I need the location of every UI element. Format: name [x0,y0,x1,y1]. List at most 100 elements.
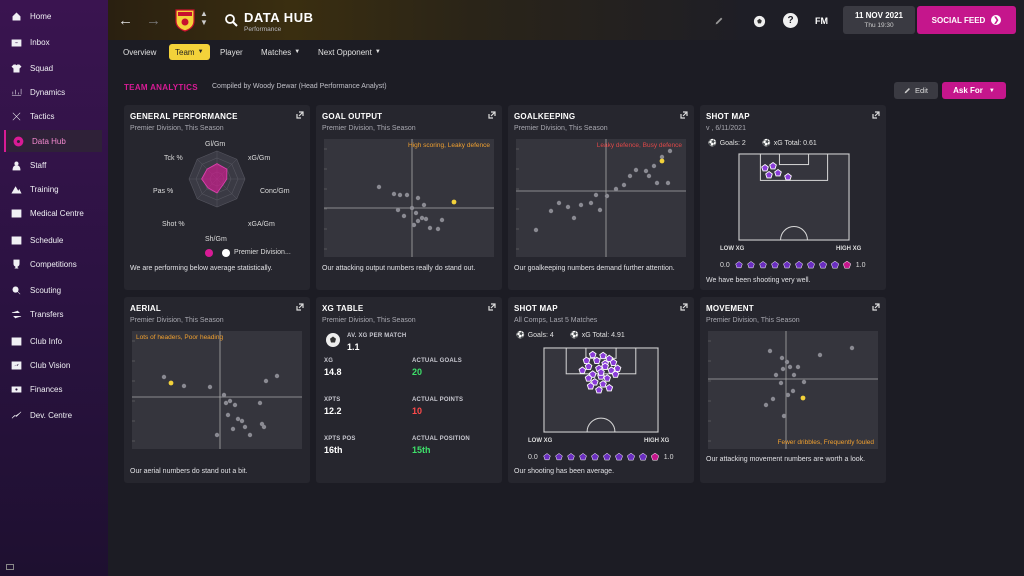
expand-icon[interactable] [872,111,880,119]
scatter-point[interactable] [391,191,397,197]
search-icon[interactable] [224,13,238,27]
social-feed-button[interactable]: SOCIAL FEED ❯ [917,6,1016,34]
scatter-point[interactable] [795,364,801,370]
scatter-point[interactable] [221,392,227,398]
sidebar-item-medical-centre[interactable]: Medical Centre [4,202,102,224]
shot-map-card-1[interactable]: SHOT MAP v , 6/11/2021 ⚽ Goals: 2 ⚽ xG T… [700,105,886,290]
scatter-point[interactable] [225,412,231,418]
scatter-point[interactable] [401,213,407,219]
team-point[interactable] [800,395,806,401]
scatter-point[interactable] [778,380,784,386]
sidebar-item-squad[interactable]: Squad [4,57,102,79]
scatter-point[interactable] [235,416,241,422]
scatter-point[interactable] [230,426,236,432]
scatter-point[interactable] [588,200,594,206]
help-button[interactable]: ? [783,13,798,28]
scatter-point[interactable] [181,383,187,389]
scatter-point[interactable] [239,418,245,424]
scatter-point[interactable] [770,396,776,402]
forward-arrow-icon[interactable]: → [146,12,161,29]
sidebar-item-club-info[interactable]: Club Info [4,330,102,352]
club-switch-chevron-icon[interactable]: ▲ ▼ [200,9,208,27]
date-display[interactable]: 11 NOV 2021 Thu 19:30 [843,6,915,34]
general-performance-card[interactable]: GENERAL PERFORMANCE Premier Division, Th… [124,105,310,290]
scatter-point[interactable] [667,148,673,154]
club-badge-icon[interactable] [174,8,196,32]
scatter-point[interactable] [423,216,429,222]
scatter-point[interactable] [274,373,280,379]
sidebar-item-dynamics[interactable]: Dynamics [4,81,102,103]
scatter-point[interactable] [404,192,410,198]
scatter-point[interactable] [376,184,382,190]
window-toggle-icon[interactable] [6,564,14,570]
scatter-point[interactable] [767,348,773,354]
scatter-point[interactable] [780,366,786,372]
scatter-point[interactable] [787,364,793,370]
scatter-point[interactable] [223,400,229,406]
sidebar-item-staff[interactable]: Staff [4,154,102,176]
scatter-point[interactable] [659,154,665,160]
scatter-point[interactable] [665,180,671,186]
aerial-card[interactable]: AERIAL Premier Division, This Season Lot… [124,297,310,483]
scatter-point[interactable] [784,359,790,365]
sidebar-item-club-vision[interactable]: Club Vision [4,354,102,376]
scatter-point[interactable] [409,205,415,211]
team-point[interactable] [168,380,174,386]
scatter-point[interactable] [801,379,807,385]
scatter-point[interactable] [790,388,796,394]
scatter-point[interactable] [533,227,539,233]
scatter-point[interactable] [413,210,419,216]
expand-icon[interactable] [296,303,304,311]
scatter-point[interactable] [773,372,779,378]
scatter-point[interactable] [427,225,433,231]
scatter-point[interactable] [646,173,652,179]
pencil-icon[interactable] [712,14,726,28]
scatter-point[interactable] [779,355,785,361]
scatter-point[interactable] [565,204,571,210]
sidebar-item-finances[interactable]: Finances [4,378,102,400]
scatter-point[interactable] [207,384,213,390]
sidebar-item-competitions[interactable]: Competitions [4,253,102,275]
tab-next-opponent[interactable]: Next Opponent ▼ [312,44,387,60]
scatter-point[interactable] [415,218,421,224]
scatter-point[interactable] [643,168,649,174]
scatter-point[interactable] [604,193,610,199]
scatter-point[interactable] [621,182,627,188]
scatter-point[interactable] [411,222,417,228]
scatter-point[interactable] [556,200,562,206]
expand-icon[interactable] [680,303,688,311]
edit-button[interactable]: Edit [894,82,938,99]
scatter-point[interactable] [397,192,403,198]
football-icon[interactable] [752,14,766,28]
scatter-point[interactable] [214,432,220,438]
fm-logo[interactable]: FM [815,16,828,26]
sidebar-item-dev-centre[interactable]: Dev. Centre [4,404,102,426]
scatter-point[interactable] [633,167,639,173]
scatter-point[interactable] [242,424,248,430]
scatter-point[interactable] [597,207,603,213]
back-arrow-icon[interactable]: ← [118,12,133,29]
scatter-point[interactable] [247,432,253,438]
scatter-point[interactable] [627,173,633,179]
scatter-point[interactable] [781,413,787,419]
scatter-point[interactable] [763,402,769,408]
scatter-point[interactable] [419,215,425,221]
sidebar-item-inbox[interactable]: Inbox [4,31,102,53]
scatter-point[interactable] [439,217,445,223]
tab-overview[interactable]: Overview [117,44,162,60]
movement-card[interactable]: MOVEMENT Premier Division, This Season F… [700,297,886,483]
scatter-point[interactable] [849,345,855,351]
scatter-point[interactable] [548,208,554,214]
sidebar-item-scouting[interactable]: Scouting [4,279,102,301]
expand-icon[interactable] [872,303,880,311]
ask-for-button[interactable]: Ask For ▼ [942,82,1006,99]
scatter-point[interactable] [651,163,657,169]
expand-icon[interactable] [680,111,688,119]
scatter-point[interactable] [613,186,619,192]
expand-icon[interactable] [488,303,496,311]
tab-matches[interactable]: Matches ▼ [255,44,306,60]
scatter-point[interactable] [259,421,265,427]
tab-player[interactable]: Player [214,44,249,60]
scatter-point[interactable] [593,192,599,198]
tab-team[interactable]: Team ▼ [169,44,210,60]
